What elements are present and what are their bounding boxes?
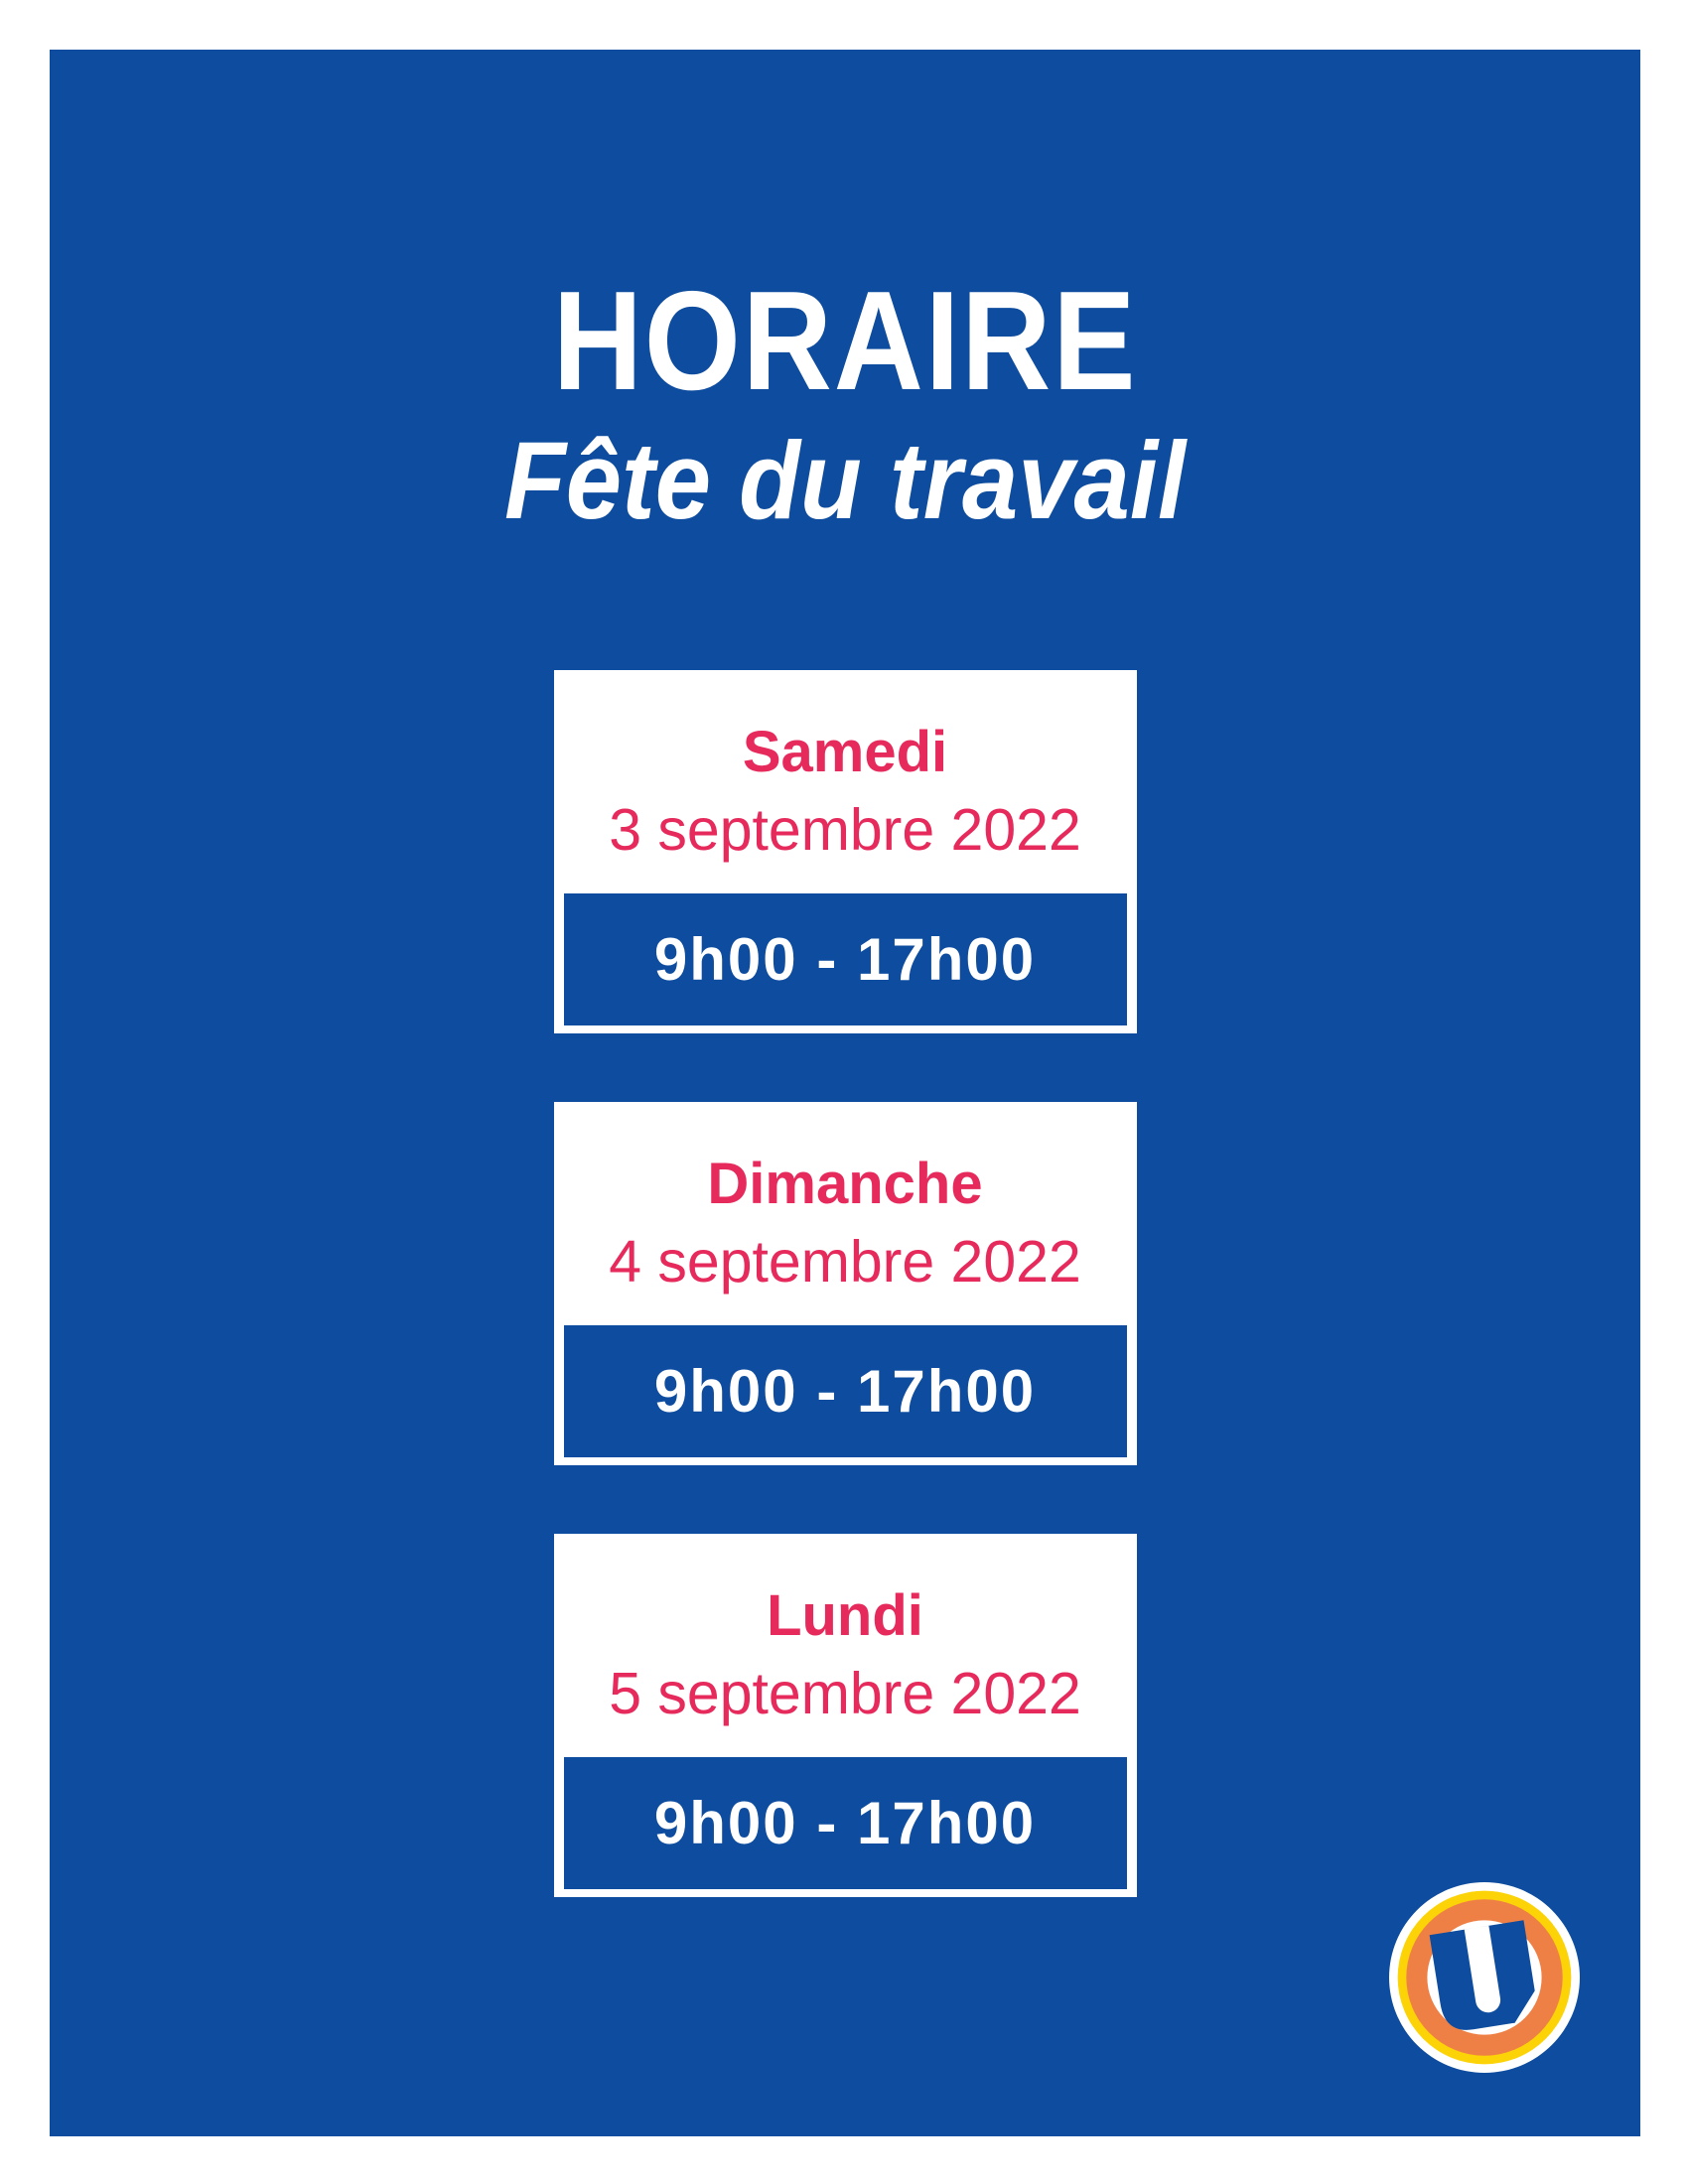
hours-box: 9h00 - 17h00	[563, 1757, 1127, 1889]
day-label: Lundi	[767, 1583, 923, 1648]
hours-label: 9h00 - 17h00	[653, 1789, 1037, 1856]
card-header: Lundi 5 septembre 2022	[554, 1534, 1137, 1757]
hours-box: 9h00 - 17h00	[563, 1325, 1127, 1457]
schedule-card-saturday: Samedi 3 septembre 2022 9h00 - 17h00	[553, 670, 1137, 1033]
card-header: Dimanche 4 septembre 2022	[554, 1102, 1137, 1325]
day-label: Dimanche	[707, 1152, 983, 1216]
hours-box: 9h00 - 17h00	[563, 893, 1127, 1025]
u-brand-logo-icon	[1389, 1882, 1580, 2073]
poster-title: HORAIRE	[552, 262, 1138, 420]
schedule-card-monday: Lundi 5 septembre 2022 9h00 - 17h00	[553, 1534, 1137, 1897]
schedule-card-list: Samedi 3 septembre 2022 9h00 - 17h00 Dim…	[50, 670, 1640, 1897]
poster-subtitle: Fête du travail	[503, 420, 1187, 542]
date-label: 5 septembre 2022	[609, 1661, 1081, 1726]
hours-label: 9h00 - 17h00	[653, 925, 1037, 993]
day-label: Samedi	[742, 720, 948, 784]
card-header: Samedi 3 septembre 2022	[554, 670, 1137, 893]
date-label: 4 septembre 2022	[609, 1229, 1081, 1295]
schedule-card-sunday: Dimanche 4 septembre 2022 9h00 - 17h00	[553, 1102, 1137, 1465]
date-label: 3 septembre 2022	[609, 797, 1081, 863]
hours-label: 9h00 - 17h00	[653, 1357, 1037, 1425]
blue-poster-panel: HORAIRE Fête du travail Samedi 3 septemb…	[50, 50, 1640, 2136]
